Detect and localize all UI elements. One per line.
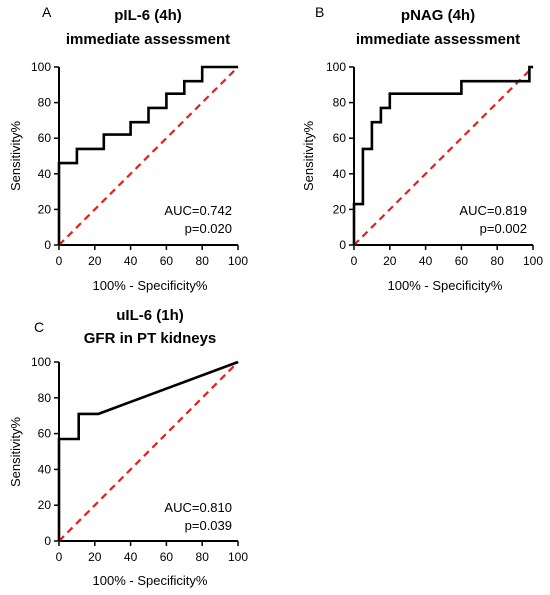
chart-title-line-1: uIL-6 (1h) xyxy=(116,307,184,324)
x-tick-label: 80 xyxy=(196,550,210,564)
x-tick-label: 0 xyxy=(351,254,358,268)
chart-title-line-2: immediate assessment xyxy=(66,31,230,48)
chart-title-line-2: GFR in PT kidneys xyxy=(84,330,217,347)
y-tick-label: 60 xyxy=(38,427,52,441)
x-axis-label: 100% - Specificity% xyxy=(93,278,208,293)
x-tick-label: 60 xyxy=(160,550,174,564)
auc-annotation: AUC=0.810 xyxy=(164,500,232,515)
reference-diagonal-line xyxy=(58,66,239,246)
x-tick-label: 80 xyxy=(196,254,210,268)
y-tick-label: 20 xyxy=(38,202,52,216)
y-axis-label: Sensitivity% xyxy=(8,121,23,192)
x-tick-label: 0 xyxy=(56,254,63,268)
panel-a: A pIL-6 (4h) immediate assessment Sensit… xyxy=(8,4,248,293)
x-tick-label: 100 xyxy=(523,254,543,268)
panel-b: B pNAG (4h) immediate assessment Sensiti… xyxy=(301,4,543,293)
panel-label: A xyxy=(42,4,52,20)
y-axis-label: Sensitivity% xyxy=(301,121,316,192)
y-tick-label: 80 xyxy=(333,96,347,110)
panel-label: B xyxy=(315,4,324,20)
y-axis-label: Sensitivity% xyxy=(8,417,23,488)
y-tick-label: 60 xyxy=(333,131,347,145)
y-tick-label: 100 xyxy=(326,60,346,74)
x-tick-label: 40 xyxy=(419,254,433,268)
chart-title-line-2: immediate assessment xyxy=(356,31,520,48)
y-tick-label: 80 xyxy=(38,391,52,405)
x-tick-label: 80 xyxy=(491,254,505,268)
x-tick-label: 20 xyxy=(88,254,102,268)
roc-curve-line xyxy=(352,65,533,245)
x-tick-label: 20 xyxy=(383,254,397,268)
roc-curve-line xyxy=(57,65,238,245)
panel-c: C uIL-6 (1h) GFR in PT kidneys Sensitivi… xyxy=(8,307,248,588)
y-tick-label: 0 xyxy=(44,534,51,548)
y-tick-label: 100 xyxy=(31,60,51,74)
y-tick-label: 40 xyxy=(38,462,52,476)
auc-annotation: AUC=0.742 xyxy=(164,203,232,218)
y-tick-label: 0 xyxy=(44,238,51,252)
panel-label: C xyxy=(34,319,44,335)
x-tick-label: 60 xyxy=(455,254,469,268)
x-tick-label: 0 xyxy=(56,550,63,564)
p-value-annotation: p=0.039 xyxy=(185,518,232,533)
y-tick-label: 20 xyxy=(38,498,52,512)
x-tick-label: 60 xyxy=(160,254,174,268)
y-tick-label: 80 xyxy=(38,96,52,110)
y-tick-label: 40 xyxy=(38,167,52,181)
roc-curve-line xyxy=(57,360,239,541)
chart-title-line-1: pIL-6 (4h) xyxy=(114,7,182,24)
y-tick-label: 40 xyxy=(333,167,347,181)
x-axis-label: 100% - Specificity% xyxy=(93,573,208,588)
reference-diagonal-line xyxy=(58,361,239,542)
x-axis-label: 100% - Specificity% xyxy=(388,278,503,293)
auc-annotation: AUC=0.819 xyxy=(459,203,527,218)
y-tick-label: 0 xyxy=(339,238,346,252)
reference-diagonal-line xyxy=(353,66,534,246)
y-tick-label: 60 xyxy=(38,131,52,145)
y-tick-label: 20 xyxy=(333,202,347,216)
x-tick-label: 40 xyxy=(124,254,138,268)
y-tick-label: 100 xyxy=(31,355,51,369)
plot-area: 0 20 40 60 80 100 0 20 40 60 80 100 xyxy=(326,60,543,268)
x-tick-label: 100 xyxy=(228,254,248,268)
p-value-annotation: p=0.020 xyxy=(185,221,232,236)
plot-area: 0 20 40 60 80 100 0 20 40 60 80 100 xyxy=(31,355,248,564)
x-tick-label: 20 xyxy=(88,550,102,564)
p-value-annotation: p=0.002 xyxy=(480,221,527,236)
x-tick-label: 100 xyxy=(228,550,248,564)
x-tick-label: 40 xyxy=(124,550,138,564)
chart-title-line-1: pNAG (4h) xyxy=(401,7,475,24)
plot-area: 0 20 40 60 80 100 0 20 40 60 80 100 xyxy=(31,60,248,268)
